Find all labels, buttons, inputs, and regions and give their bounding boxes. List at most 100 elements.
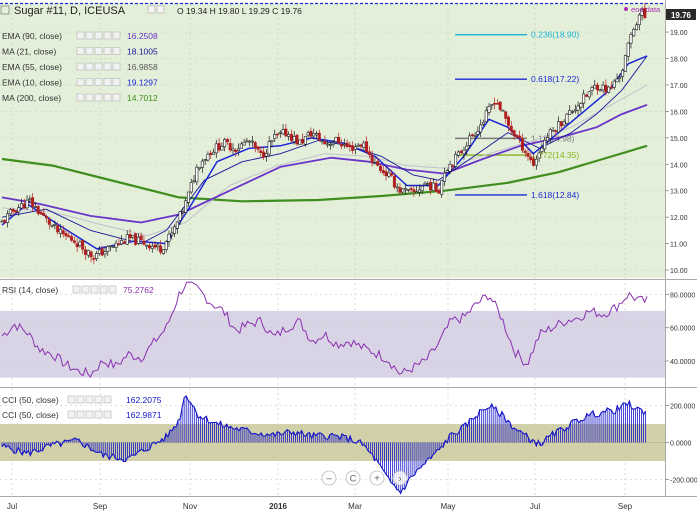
candle-body [14,210,18,213]
legend-tool-icon[interactable] [76,47,85,55]
candle-body [398,187,402,193]
candle-body [111,246,115,248]
legend-tool-icon[interactable] [67,395,76,404]
candle-body [423,182,427,186]
candle-body [548,129,552,139]
rsi-line[interactable] [1,281,648,378]
legend-tool-icon[interactable] [94,410,103,419]
candle-body [426,183,430,186]
time-axis[interactable] [0,497,697,515]
indicator-name[interactable]: EMA (10, close) [2,78,62,88]
candle-body [412,189,416,193]
legend-tool-icon[interactable] [103,78,112,86]
candle-body [632,29,636,37]
ma-line[interactable] [1,103,648,224]
legend-tool-icon[interactable] [72,285,81,294]
fib-level-label: 0.236(18.90) [531,30,579,40]
candle-body [147,245,151,249]
legend-tool-icon[interactable] [103,47,112,55]
candle-body [45,216,49,219]
legend-tool-icon[interactable] [67,410,76,419]
legend-tool-icon[interactable] [76,410,85,419]
legend-tool-icon[interactable] [103,410,112,419]
zoom-in-button[interactable]: + [369,470,385,486]
legend-tool-icon[interactable] [94,62,103,71]
candle-body [11,208,15,212]
reset-zoom-button[interactable]: C [345,470,361,486]
legend-tool-icon[interactable] [76,93,85,102]
symbol-menu-button[interactable] [0,5,10,15]
legend-tool-icon[interactable] [76,31,85,40]
candle-body [540,147,544,152]
legend-tool-icon[interactable] [103,62,112,71]
indicator-name[interactable]: MA (200, close) [2,93,61,103]
legend-tool-icon[interactable] [85,62,94,71]
candle-body [253,142,257,149]
candle-body [312,133,316,137]
legend-tool-icon[interactable] [112,47,121,55]
legend-tool-icon[interactable] [76,78,85,86]
indicator-row[interactable]: MA (200, close) 14.7012 [2,93,158,103]
legend-tool-icon[interactable] [94,47,103,55]
candle-body [448,164,452,172]
legend-tool-icon[interactable] [99,285,108,294]
cci-name[interactable]: CCI (50, close) [2,410,59,420]
candle-body [451,165,455,167]
settings-icon[interactable] [147,5,156,14]
indicator-row[interactable]: MA (21, close) 18.1005 [2,47,158,57]
legend-tool-icon[interactable] [76,62,85,71]
legend-tool-icon[interactable] [94,93,103,102]
scroll-right-button[interactable]: › [392,470,408,486]
legend-tool-icon[interactable] [76,395,85,404]
legend-tool-icon[interactable] [85,47,94,55]
legend-tool-icon[interactable] [90,285,99,294]
candle-body [39,212,43,215]
candle-body [19,203,23,209]
legend-tool-icon[interactable] [85,93,94,102]
candle-body [554,130,558,132]
close-icon[interactable] [156,5,165,14]
indicator-name[interactable]: EMA (90, close) [2,31,62,41]
candle-body [387,172,391,177]
legend-tool-icon[interactable] [103,395,112,404]
legend-tool-icon[interactable] [112,62,121,71]
legend-tool-icon[interactable] [112,31,121,40]
legend-tool-icon[interactable] [85,410,94,419]
candle-body [78,241,82,247]
indicator-row[interactable]: EMA (10, close) 19.1297 [2,78,158,88]
indicator-row[interactable]: EMA (90, close) 16.2508 [2,31,158,41]
candle-body [351,145,355,151]
indicator-row[interactable]: EMA (55, close) 16.9858 [2,62,158,72]
indicator-name[interactable]: MA (21, close) [2,47,56,57]
cci-line[interactable] [1,395,647,495]
legend-tool-icon[interactable] [103,93,112,102]
symbol-title[interactable]: Sugar #11, D, ICEUSA [14,5,126,17]
right-axis[interactable] [665,0,697,497]
legend-tool-icon[interactable] [112,78,121,86]
rsi-name[interactable]: RSI (14, close) [2,285,58,295]
legend-tool-icon[interactable] [94,395,103,404]
legend-tool-icon[interactable] [85,31,94,40]
legend-tool-icon[interactable] [108,285,117,294]
candle-body [370,154,374,163]
indicator-name[interactable]: EMA (55, close) [2,62,62,72]
legend-tool-icon[interactable] [103,31,112,40]
legend-tool-icon[interactable] [81,285,90,294]
legend-tool-icon[interactable] [85,78,94,86]
ma-line[interactable] [1,144,648,203]
legend-tool-icon[interactable] [94,31,103,40]
legend-tool-icon[interactable] [85,395,94,404]
candle-body [579,103,583,108]
x-tick-label: Nov [183,502,197,511]
candle-body [156,244,160,248]
y-tick-label: 19.00 [670,30,688,37]
zoom-out-button[interactable]: – [321,470,337,486]
cci-name[interactable]: CCI (50, close) [2,395,59,405]
ma-line[interactable] [1,84,648,237]
candle-body [139,235,143,240]
candle-body [317,132,321,141]
svg-text:›: › [398,474,401,485]
candle-body [47,219,51,225]
legend-tool-icon[interactable] [94,78,103,86]
legend-tool-icon[interactable] [112,93,121,102]
